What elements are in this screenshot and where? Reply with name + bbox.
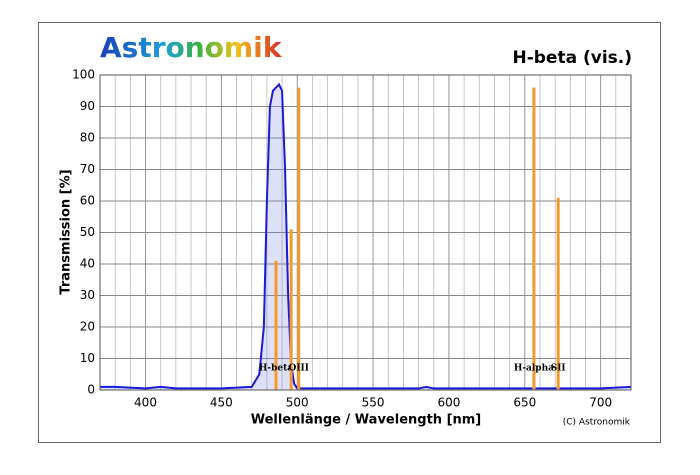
line-label: SII	[551, 364, 566, 374]
y-axis-label: Transmission [%]	[59, 169, 74, 294]
y-tick-label: 60	[80, 194, 95, 208]
line-label: H-alpha	[514, 364, 554, 374]
y-tick-label: 0	[87, 383, 95, 397]
x-tick-label: 500	[286, 396, 309, 410]
emission-line	[532, 87, 536, 390]
x-tick-label: 400	[134, 396, 157, 410]
plot-border	[99, 74, 632, 391]
y-tick-label: 40	[80, 257, 95, 271]
x-tick-label: 450	[210, 396, 233, 410]
x-tick-label: 700	[589, 396, 612, 410]
chart-title: H-beta (vis.)	[512, 48, 632, 68]
x-tick-label: 550	[362, 396, 385, 410]
y-tick-label: 20	[80, 320, 95, 334]
y-tick-label: 30	[80, 288, 95, 302]
x-tick-label: 650	[513, 396, 536, 410]
emission-line	[297, 87, 301, 390]
y-tick-label: 80	[80, 131, 95, 145]
y-tick-label: 50	[80, 225, 95, 239]
y-tick-label: 90	[80, 99, 95, 113]
brand-logo: Astronomik	[100, 31, 283, 64]
x-axis-label: Wellenlänge / Wavelength [nm]	[251, 413, 482, 428]
y-tick-label: 10	[80, 351, 95, 365]
y-tick-label: 70	[80, 162, 95, 176]
line-label: OIII	[289, 364, 309, 374]
line-label: H-beta	[259, 364, 293, 374]
emission-line	[289, 229, 293, 390]
emission-line	[274, 260, 278, 390]
emission-line	[556, 197, 560, 390]
transmission-curve	[100, 82, 632, 390]
y-tick-label: 100	[72, 68, 95, 82]
x-tick-label: 600	[437, 396, 460, 410]
credit: (C) Astronomik	[563, 418, 631, 428]
